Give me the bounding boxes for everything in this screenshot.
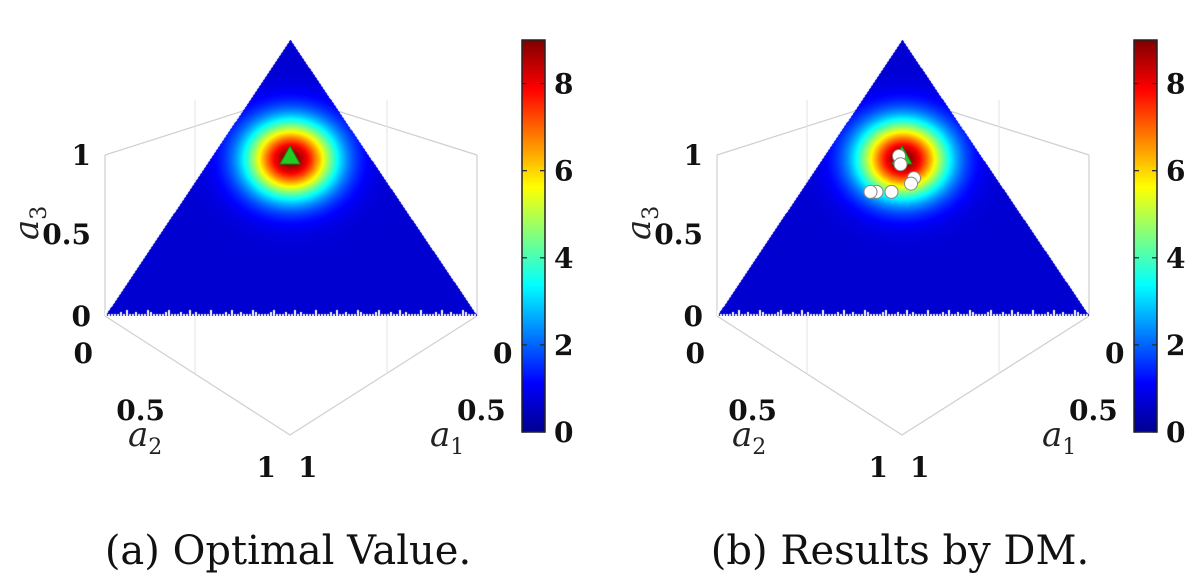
a1-tick-label: 1 — [298, 451, 317, 484]
a3-tick-label: 0.5 — [654, 218, 703, 251]
a1-tick-label: 0.5 — [1069, 394, 1118, 427]
a2-tick-label: 0 — [686, 337, 705, 370]
frame-line — [901, 315, 1090, 436]
axis-ticks: 0 0.5 1 0 0.5 1 0 0.5 1 — [654, 139, 1124, 484]
a2-tick-label: 1 — [257, 451, 276, 484]
colorbar-tick-label: 4 — [554, 242, 573, 275]
a1-axis-label: a1 — [430, 415, 464, 460]
a3-tick-label: 0 — [684, 300, 703, 333]
panel-results-by-dm: 0 0.5 1 0 0.5 1 0 0.5 1 a3 a2 a1 0 2 4 6 8 (b) Resul… — [619, 39, 1185, 574]
dm-result-point — [863, 184, 878, 199]
colorbar: 0 2 4 6 8 — [1133, 39, 1185, 449]
marks — [863, 144, 921, 199]
a1-tick-label: 0 — [493, 337, 512, 370]
a2-tick-label: 0.5 — [116, 394, 165, 427]
colorbar: 0 2 4 6 8 — [521, 39, 573, 449]
a3-tick-label: 0.5 — [42, 218, 91, 251]
a2-tick-label: 1 — [869, 451, 888, 484]
colorbar-gradient — [521, 39, 546, 433]
a3-axis-label: a3 — [7, 206, 52, 240]
colorbar-gradient — [1133, 39, 1158, 433]
a1-tick-label: 0.5 — [457, 394, 506, 427]
colorbar-tick-label: 8 — [1166, 68, 1185, 101]
a2-axis-label: a2 — [128, 415, 162, 460]
frame-line — [104, 315, 291, 436]
frame-line — [716, 315, 903, 436]
a1-axis-label: a1 — [1042, 415, 1076, 460]
colorbar-ticks: 0 2 4 6 8 — [522, 68, 573, 449]
dm-result-point — [884, 184, 899, 199]
a3-tick-label: 1 — [72, 139, 91, 172]
colorbar-tick-label: 0 — [554, 416, 573, 449]
heatmap-surface — [105, 40, 477, 316]
colorbar-tick-label: 6 — [554, 155, 573, 188]
a3-tick-label: 0 — [72, 300, 91, 333]
caption-b: (b) Results by DM. — [711, 528, 1089, 574]
marks — [279, 144, 301, 165]
a1-tick-label: 0 — [1105, 337, 1124, 370]
a2-tick-label: 0 — [74, 337, 93, 370]
frame-line — [289, 315, 478, 436]
colorbar-tick-label: 4 — [1166, 242, 1185, 275]
axis-ticks: 0 0.5 1 0 0.5 1 0 0.5 1 — [42, 139, 512, 484]
colorbar-ticks: 0 2 4 6 8 — [1134, 68, 1185, 449]
a1-tick-label: 1 — [910, 451, 929, 484]
dm-result-point — [904, 176, 918, 191]
caption-a: (a) Optimal Value. — [105, 528, 471, 574]
colorbar-tick-label: 2 — [554, 329, 573, 362]
dm-result-point — [893, 157, 908, 172]
optimum-triangle-marker — [279, 144, 301, 165]
colorbar-tick-label: 2 — [1166, 329, 1185, 362]
heatmap-surface — [717, 40, 1089, 316]
colorbar-tick-label: 0 — [1166, 416, 1185, 449]
panel-optimal-value: 0 0.5 1 0 0.5 1 0 0.5 1 a3 a2 a1 0 2 4 6 8 (a) Optim… — [7, 39, 573, 574]
a2-axis-label: a2 — [732, 415, 766, 460]
colorbar-tick-label: 6 — [1166, 155, 1185, 188]
a2-tick-label: 0.5 — [728, 394, 777, 427]
a3-axis-label: a3 — [619, 206, 664, 240]
a3-tick-label: 1 — [684, 139, 703, 172]
colorbar-tick-label: 8 — [554, 68, 573, 101]
